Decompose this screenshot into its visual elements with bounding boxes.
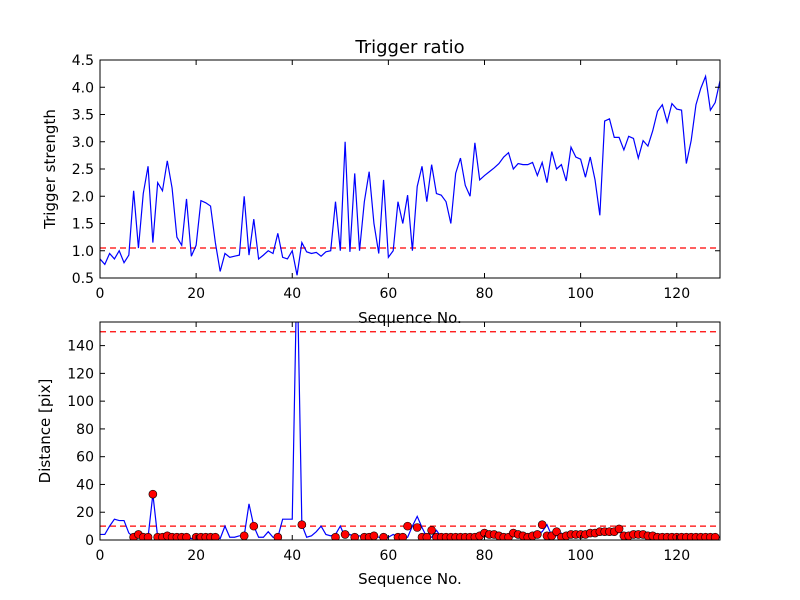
y-tick-label: 3.0 bbox=[72, 135, 94, 151]
data-point bbox=[211, 532, 220, 540]
data-point bbox=[403, 521, 412, 531]
x-tick-label: 100 bbox=[567, 286, 594, 302]
y-tick-label: 3.5 bbox=[72, 108, 94, 124]
data-point bbox=[379, 532, 388, 540]
y-tick-label: 2.5 bbox=[72, 162, 94, 178]
y-tick-label: 0.5 bbox=[72, 271, 94, 287]
chart-title: Trigger ratio bbox=[354, 37, 464, 58]
y-tick-label: 80 bbox=[76, 422, 94, 438]
plot-frame bbox=[99, 321, 721, 541]
data-point bbox=[398, 532, 408, 540]
data-point bbox=[537, 520, 547, 530]
y-tick-label: 120 bbox=[67, 366, 94, 382]
x-tick-label: 20 bbox=[187, 286, 205, 302]
x-tick-label: 0 bbox=[96, 548, 105, 564]
y-axis-label: Distance [pix] bbox=[36, 379, 54, 484]
series-line bbox=[100, 74, 720, 276]
trigger-ratio-chart: Trigger ratio 0 20 40 60 80 100 120 0.5 1.0 1.5 2.… bbox=[41, 37, 721, 327]
plot-content bbox=[100, 74, 720, 276]
data-point bbox=[614, 524, 624, 534]
data-point bbox=[297, 520, 307, 530]
data-point bbox=[533, 530, 542, 539]
x-tick-label: 100 bbox=[567, 548, 594, 564]
x-axis-label: Sequence No. bbox=[358, 309, 462, 327]
distance-chart: 0 20 40 60 80 100 120 0 20 40 60 80 100 120 140 Sequen… bbox=[36, 321, 721, 588]
plot-frame bbox=[99, 59, 721, 279]
data-point bbox=[249, 521, 259, 531]
axis-ticks: 0 20 40 60 80 100 120 0 20 40 60 80 100 120 140 bbox=[67, 322, 720, 564]
x-tick-label: 40 bbox=[283, 286, 301, 302]
data-point bbox=[369, 531, 379, 540]
x-axis-label: Sequence No. bbox=[358, 570, 462, 588]
x-tick-label: 60 bbox=[379, 286, 397, 302]
y-tick-label: 1.5 bbox=[72, 217, 94, 233]
data-point bbox=[710, 532, 720, 540]
data-point bbox=[331, 532, 340, 540]
data-point bbox=[422, 532, 432, 540]
x-tick-label: 40 bbox=[283, 548, 301, 564]
y-tick-label: 140 bbox=[67, 339, 94, 355]
y-tick-label: 2.0 bbox=[72, 189, 94, 205]
data-point bbox=[412, 523, 422, 532]
y-tick-label: 1.0 bbox=[72, 244, 94, 260]
axis-ticks: 0 20 40 60 80 100 120 0.5 1.0 1.5 2.0 2.5 3.0 3.5 4.0 4… bbox=[72, 53, 720, 302]
data-point bbox=[340, 530, 350, 539]
data-point bbox=[239, 531, 249, 540]
plot-content bbox=[100, 322, 720, 540]
data-point bbox=[148, 489, 158, 499]
data-point bbox=[143, 532, 153, 540]
x-tick-label: 80 bbox=[476, 548, 494, 564]
x-tick-label: 60 bbox=[379, 548, 397, 564]
x-tick-label: 20 bbox=[187, 548, 205, 564]
y-tick-label: 100 bbox=[67, 394, 94, 410]
y-axis-label: Trigger strength bbox=[41, 109, 59, 230]
x-tick-label: 120 bbox=[663, 548, 690, 564]
y-tick-label: 4.0 bbox=[72, 80, 94, 96]
y-tick-label: 20 bbox=[76, 505, 94, 521]
data-point bbox=[350, 532, 360, 540]
x-tick-label: 0 bbox=[96, 286, 105, 302]
y-tick-label: 4.5 bbox=[72, 53, 94, 69]
data-point bbox=[182, 532, 191, 540]
y-tick-label: 40 bbox=[76, 477, 94, 493]
data-point bbox=[552, 527, 561, 536]
y-tick-label: 0 bbox=[85, 533, 94, 549]
data-point bbox=[427, 525, 436, 535]
y-tick-label: 60 bbox=[76, 450, 94, 466]
x-tick-label: 80 bbox=[476, 286, 494, 302]
x-tick-label: 120 bbox=[663, 286, 690, 302]
data-point bbox=[273, 532, 283, 540]
